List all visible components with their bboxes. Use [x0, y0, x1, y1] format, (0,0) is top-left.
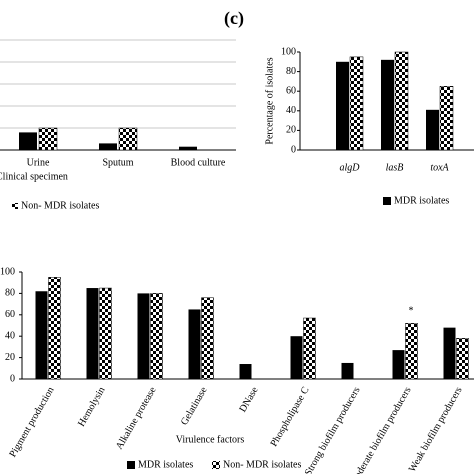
- bar: [19, 132, 37, 150]
- x-axis-label: Clinical specimen: [0, 171, 68, 182]
- legend-label: MDR isolates: [394, 195, 449, 206]
- bar: [456, 338, 469, 380]
- y-tick-label: 40: [286, 105, 296, 116]
- bar: [48, 277, 61, 380]
- bar: [179, 146, 197, 150]
- x-tick-label: Phospholipase C: [269, 385, 312, 449]
- y-axis-label: Percentage of isolates: [264, 57, 275, 144]
- y-tick-label: 0: [10, 373, 15, 384]
- legend-swatch: [383, 197, 391, 205]
- bar: [201, 297, 214, 380]
- y-tick-label: 20: [286, 125, 296, 136]
- bar: [349, 56, 364, 151]
- bar: [443, 327, 456, 379]
- legend-swatch: [212, 461, 220, 469]
- y-tick-label: 40: [5, 330, 15, 341]
- legend-swatch: [127, 461, 135, 469]
- legend-label: MDR isolates: [138, 459, 193, 470]
- y-tick-label: 60: [5, 309, 15, 320]
- bar: [426, 109, 439, 150]
- x-tick-label: Pigment production: [7, 385, 56, 459]
- legend-label: Non- MDR isolates: [21, 200, 99, 211]
- chart-title: (c): [224, 8, 244, 29]
- x-tick-label: Blood culture: [171, 157, 226, 168]
- bar: [118, 127, 138, 151]
- bar: [188, 309, 201, 379]
- x-tick-label: Alkaline protease: [114, 385, 159, 452]
- x-tick-label: lasB: [386, 162, 404, 173]
- bar: [99, 143, 117, 150]
- x-tick-label: Gelatinase: [179, 385, 210, 428]
- bar: [290, 336, 303, 379]
- bar: [150, 293, 163, 380]
- y-tick-label: 100: [0, 266, 15, 277]
- bar: [137, 293, 150, 379]
- bar: [394, 51, 409, 151]
- x-tick-label: Strong biofilm producers: [303, 385, 363, 474]
- y-tick-label: 0: [291, 144, 296, 155]
- bar: [86, 288, 99, 379]
- y-tick-label: 60: [286, 85, 296, 96]
- x-tick-label: toxA: [430, 162, 449, 173]
- y-tick-label: 100: [281, 46, 296, 57]
- y-tick-label: 80: [286, 66, 296, 77]
- bar: [99, 287, 112, 380]
- bar: [392, 350, 405, 379]
- bar: [439, 86, 454, 151]
- bar: [405, 323, 418, 380]
- bar: [336, 61, 349, 150]
- bar: [239, 364, 252, 379]
- x-tick-label: algD: [340, 162, 361, 173]
- legend-swatch: [12, 203, 18, 209]
- x-axis-label: Virulence factors: [176, 434, 245, 445]
- y-tick-label: 80: [5, 288, 15, 299]
- x-tick-label: Sputum: [102, 157, 133, 168]
- annotation: *: [409, 306, 414, 317]
- y-tick-label: 20: [5, 352, 15, 363]
- x-tick-label: DNase: [237, 385, 260, 415]
- x-tick-label: Urine: [27, 157, 50, 168]
- legend-label: Non- MDR isolates: [223, 459, 301, 470]
- bar: [381, 59, 394, 151]
- bar: [35, 291, 48, 379]
- x-tick-label: Hemolysin: [76, 385, 107, 429]
- bar: [38, 127, 58, 151]
- x-tick-label: Weak biofilm producers: [407, 385, 465, 474]
- bar: [303, 317, 316, 380]
- bar: [341, 362, 354, 379]
